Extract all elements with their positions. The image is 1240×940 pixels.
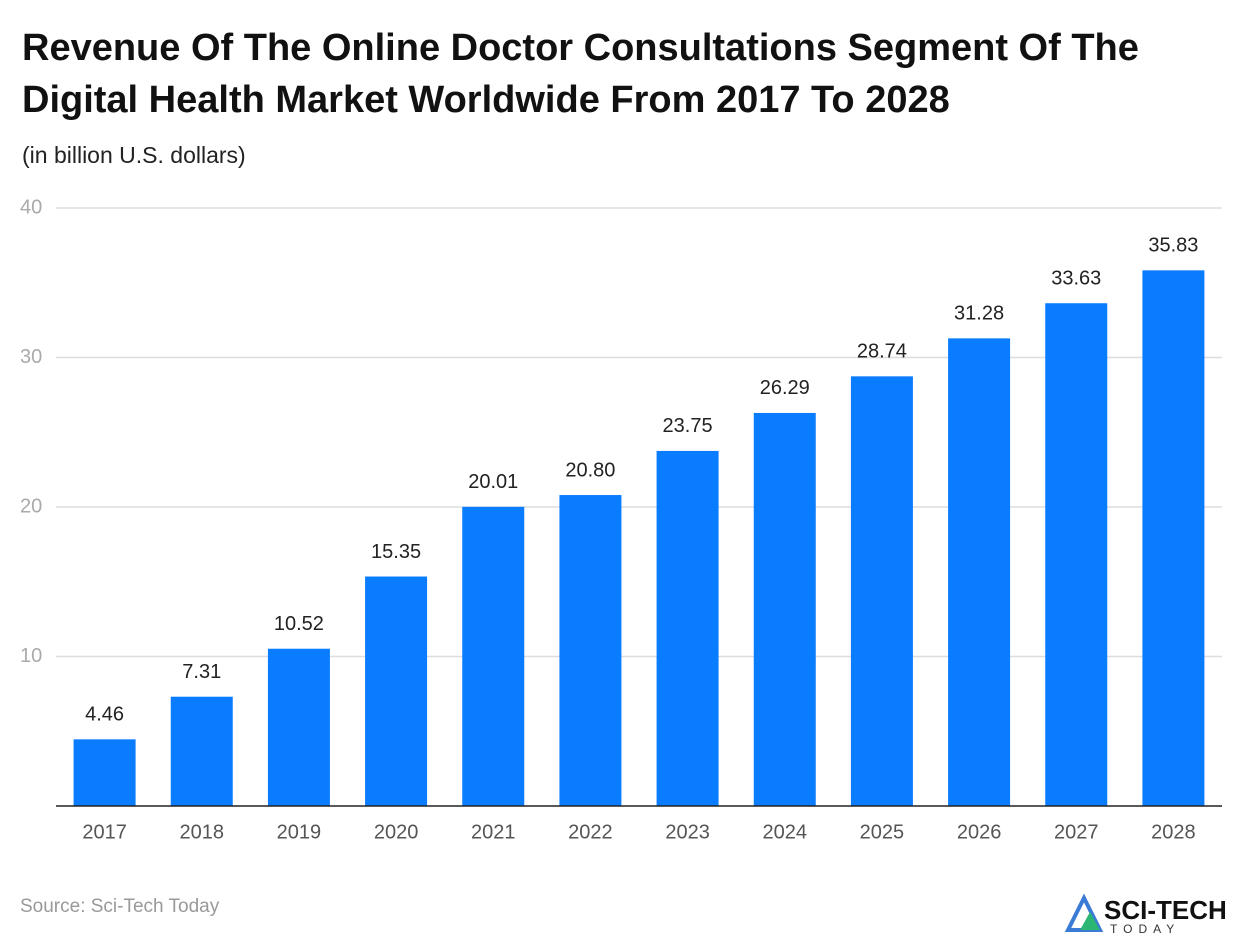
value-label: 23.75 (663, 415, 713, 437)
value-label: 26.29 (760, 377, 810, 399)
bar (365, 576, 428, 806)
bar (1045, 303, 1108, 806)
chart-title: Revenue Of The Online Doctor Consultatio… (22, 27, 1139, 121)
bar (559, 495, 622, 806)
bar (73, 739, 136, 806)
value-label: 28.74 (857, 341, 907, 363)
x-tick-label: 2025 (860, 821, 905, 843)
x-tick-label: 2026 (957, 821, 1002, 843)
x-tick-label: 2017 (82, 821, 127, 843)
value-label: 4.46 (85, 704, 124, 726)
source: Source: Sci-Tech Today (20, 896, 220, 917)
value-label: 31.28 (954, 303, 1004, 325)
value-label: 15.35 (371, 541, 421, 563)
value-label: 33.63 (1051, 268, 1101, 290)
logo-subtext: TODAY (1110, 922, 1180, 936)
x-tick-label: 2023 (665, 821, 710, 843)
x-tick-label: 2028 (1151, 821, 1196, 843)
y-tick-label: 20 (20, 495, 42, 517)
value-label: 35.83 (1148, 235, 1198, 257)
y-tick-label: 40 (20, 196, 42, 218)
x-tick-label: 2027 (1054, 821, 1099, 843)
bar (948, 338, 1011, 806)
x-tick-label: 2022 (568, 821, 613, 843)
value-label: 20.80 (565, 459, 615, 481)
bar (267, 648, 330, 806)
bar (850, 376, 913, 806)
logo-text: SCI-TECH (1104, 895, 1227, 925)
value-label: 7.31 (182, 661, 221, 683)
value-label: 20.01 (468, 471, 518, 493)
x-tick-label: 2020 (374, 821, 419, 843)
x-tick-label: 2021 (471, 821, 516, 843)
chart-subtitle: (in billion U.S. dollars) (22, 142, 246, 168)
x-tick-label: 2018 (180, 821, 225, 843)
x-tick-label: 2019 (277, 821, 322, 843)
x-tick-label: 2024 (763, 821, 808, 843)
logo-icon (1064, 893, 1104, 932)
value-label: 10.52 (274, 613, 324, 635)
y-tick-label: 10 (20, 645, 42, 667)
bar (656, 450, 719, 806)
bar (170, 696, 233, 806)
bar (462, 506, 525, 806)
y-tick-label: 30 (20, 346, 42, 368)
bar (753, 412, 816, 806)
bar (1142, 270, 1205, 806)
